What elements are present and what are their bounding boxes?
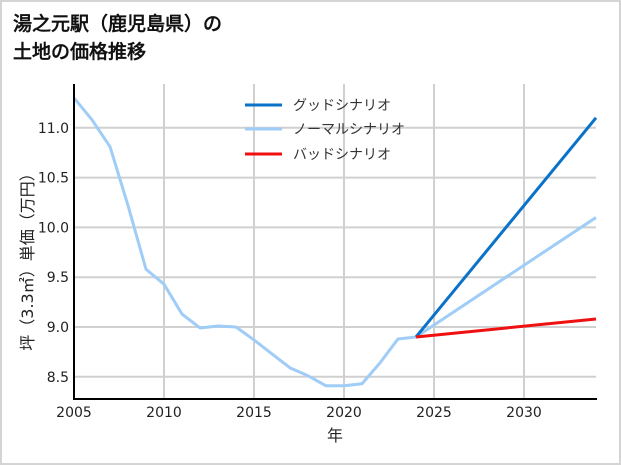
tick-labels: 2005 2010 2015 2020 2025 2030 8.5 9.0 9.5 10.0 10.… [38,121,542,421]
chart-title: 湯之元駅（鹿児島県）の 土地の価格推移 [13,10,222,66]
data-series [72,96,598,388]
y-axis-label: 坪（3.3㎡）単価（万円） [18,165,37,350]
x-tick-label: 2005 [56,405,92,421]
title-line-1: 湯之元駅（鹿児島県）の [13,13,223,35]
y-tick-label: 10.0 [38,220,69,236]
title-line-2: 土地の価格推移 [13,41,147,63]
grid-lines [73,84,596,399]
x-tick-label: 2015 [236,405,272,421]
legend: グッドシナリオ ノーマルシナリオ バッドシナリオ [245,98,405,163]
x-tick-label: 2025 [416,405,452,421]
y-tick-label: 10.5 [38,171,69,187]
legend-label-bad: バッドシナリオ [293,147,391,163]
legend-label-good: グッドシナリオ [293,98,391,114]
y-tick-label: 11.0 [38,121,69,137]
x-tick-label: 2010 [146,405,182,421]
legend-label-normal: ノーマルシナリオ [293,122,405,138]
series-line [414,116,598,338]
x-tick-label: 2030 [506,405,542,421]
y-tick-label: 9.5 [47,270,69,286]
series-line [415,317,597,339]
y-tick-label: 8.5 [47,370,69,386]
x-tick-label: 2020 [326,405,362,421]
series-line [72,96,417,388]
series-line [415,216,597,339]
y-tick-label: 9.0 [47,320,69,336]
x-axis-label: 年 [327,426,343,445]
